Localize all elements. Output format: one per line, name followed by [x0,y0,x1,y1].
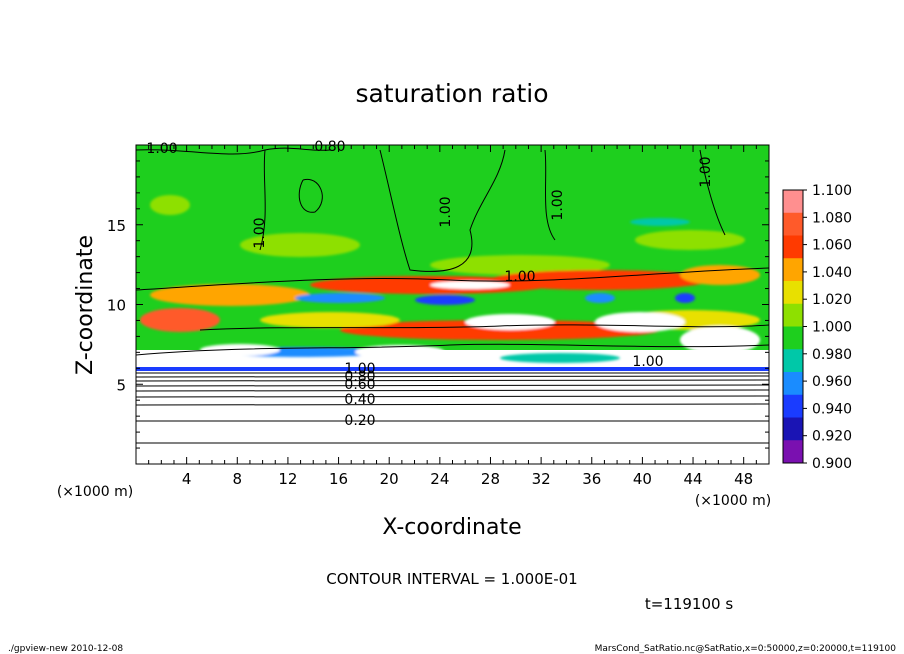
contour-label: 1.00 [146,141,177,157]
heatmap-field [136,145,769,464]
colorbar-swatch [783,303,803,327]
contour-lines-lower [136,372,769,444]
x-tick-label: 44 [683,470,702,488]
x-tick-label: 24 [430,470,449,488]
x-unit-right: (×1000 m) [695,493,771,509]
y-tick-label: 10 [107,297,126,315]
x-tick-label: 8 [233,470,243,488]
contour-label: 1.00 [344,361,375,377]
y-axis-label: Z-coordinate [73,235,98,375]
colorbar-swatch [783,281,803,305]
colorbar-label: 0.980 [812,347,852,363]
colorbar-swatch [783,212,803,236]
time-label: t=119100 s [645,595,733,613]
colorbar-label: 0.960 [812,374,852,390]
colorbar-swatch [783,190,803,214]
colorbar: 1.100 1.080 1.060 1.040 1.020 1.000 0.980 0.960… [782,183,852,472]
x-axis-ticks: 4 8 12 16 20 24 28 32 36 40 44 48 [148,145,757,488]
x-unit-left: (×1000 m) [57,484,133,500]
x-tick-label: 4 [182,470,192,488]
contour-label: 0.40 [344,392,375,408]
contour-interval-caption: CONTOUR INTERVAL = 1.000E-01 [326,570,577,588]
x-tick-label: 32 [532,470,551,488]
colorbar-labels: 1.100 1.080 1.060 1.040 1.020 1.000 0.980 0.960… [803,183,852,472]
x-tick-label: 36 [582,470,601,488]
footer-left: ./gpview-new 2010-12-08 [8,644,123,654]
colorbar-swatch [783,326,803,350]
y-axis-ticks: 5 10 15 [107,160,769,449]
colorbar-label: 1.060 [812,238,852,254]
x-tick-label: 40 [633,470,652,488]
contour-label: 0.60 [344,377,375,393]
colorbar-label: 1.100 [812,183,852,199]
x-tick-label: 28 [481,470,500,488]
colorbar-label: 0.900 [812,456,852,472]
contour-label: 1.00 [550,189,566,220]
colorbar-label: 0.920 [812,429,852,445]
contour-label: 1.00 [698,156,714,187]
plot-area: 1.00 0.80 1.00 1.00 1.00 1.00 1.00 1.00 … [135,139,770,465]
colorbar-label: 0.940 [812,401,852,417]
colorbar-label: 1.080 [812,210,852,226]
contour-label: 0.20 [344,413,375,429]
heatmap-region-lower [136,370,769,464]
x-tick-label: 48 [734,470,753,488]
colorbar-label: 1.000 [812,320,852,336]
contour-label: 0.80 [344,369,375,385]
chart-title: saturation ratio [355,79,548,108]
contour-label: 1.00 [632,354,663,370]
colorbar-swatch [783,372,803,396]
contour-label: 1.00 [252,217,268,248]
colorbar-swatch [783,417,803,441]
contour-labels: 1.00 0.80 1.00 1.00 1.00 1.00 1.00 1.00 … [146,139,714,429]
colorbar-swatch [783,394,803,418]
colorbar-label: 1.020 [812,292,852,308]
contour-label: 1.00 [438,196,454,227]
contour-label: 1.00 [504,269,535,285]
x-tick-label: 20 [380,470,399,488]
contour-label: 0.80 [314,139,345,155]
footer-right: MarsCond_SatRatio.nc@SatRatio,x=0:50000,… [595,644,897,654]
contour-lines-upper [136,147,769,356]
colorbar-swatch [783,440,803,464]
y-tick-label: 15 [107,217,126,235]
colorbar-swatch [783,258,803,282]
colorbar-swatch [783,235,803,259]
x-axis-label: X-coordinate [382,515,521,540]
colorbar-swatch [783,349,803,373]
colorbar-label: 1.040 [812,265,852,281]
heatmap-boundary-layer [136,367,769,371]
colorbar-swatches [783,190,803,464]
x-tick-label: 16 [329,470,348,488]
y-tick-label: 5 [116,376,126,394]
x-tick-label: 12 [278,470,297,488]
